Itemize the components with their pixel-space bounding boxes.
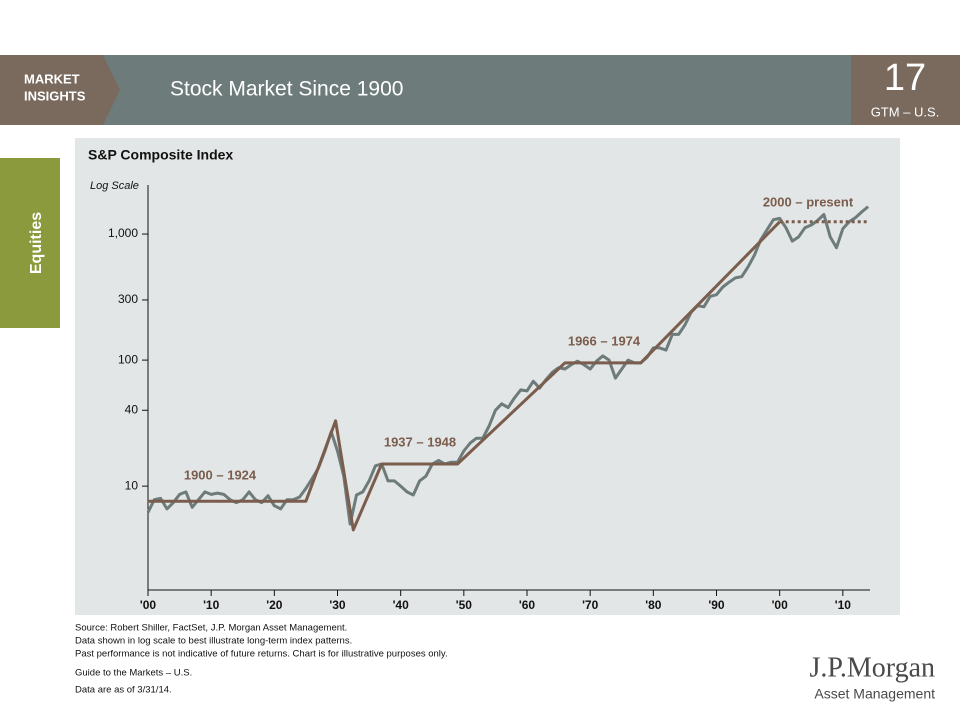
source-note: Past performance is not indicative of fu…	[75, 649, 448, 660]
x-tick-label: '30	[329, 598, 346, 612]
annotation: 1966 – 1974	[568, 333, 641, 348]
y-axis-label: Log Scale	[90, 180, 139, 192]
annotation: 2000 – present	[763, 194, 854, 209]
index-line	[146, 205, 870, 526]
date-note: Data are as of 3/31/14.	[75, 685, 172, 696]
x-tick-label: '50	[456, 598, 473, 612]
x-tick-label: '00	[140, 598, 157, 612]
x-tick-label: '10	[835, 598, 852, 612]
x-tick-label: '10	[203, 598, 220, 612]
annotation: 1937 – 1948	[384, 434, 456, 449]
logo-name: J.P.Morgan	[809, 652, 935, 683]
y-tick-label: 100	[118, 352, 138, 366]
x-tick-label: '40	[393, 598, 410, 612]
annotation: 1900 – 1924	[184, 467, 257, 482]
trend-line	[148, 220, 781, 532]
page-box	[851, 55, 960, 125]
page-label: GTM – U.S.	[871, 104, 940, 119]
side-tab	[0, 158, 60, 328]
side-tab-label: Equities	[28, 212, 45, 274]
header-title: Stock Market Since 1900	[170, 78, 403, 101]
header-badge	[0, 55, 120, 125]
y-tick-label: 1,000	[108, 226, 138, 240]
guide-note: Guide to the Markets – U.S.	[75, 668, 192, 679]
page-number: 17	[884, 57, 926, 99]
source-note: Data shown in log scale to best illustra…	[75, 636, 352, 647]
x-tick-label: '60	[519, 598, 536, 612]
chart-title: S&P Composite Index	[88, 147, 233, 163]
x-tick-label: '70	[582, 598, 599, 612]
y-tick-label: 10	[125, 478, 139, 492]
header-bar	[0, 55, 960, 125]
chart-panel	[75, 138, 900, 615]
source-note: Source: Robert Shiller, FactSet, J.P. Mo…	[75, 623, 347, 634]
y-tick-label: 300	[118, 292, 138, 306]
x-tick-label: '20	[266, 598, 283, 612]
logo-sub: Asset Management	[814, 686, 935, 702]
x-tick-label: '90	[708, 598, 725, 612]
x-tick-label: '80	[645, 598, 662, 612]
badge-line: MARKET	[24, 71, 80, 86]
badge-line: INSIGHTS	[24, 88, 86, 103]
y-tick-label: 40	[125, 402, 139, 416]
x-tick-label: '00	[772, 598, 789, 612]
